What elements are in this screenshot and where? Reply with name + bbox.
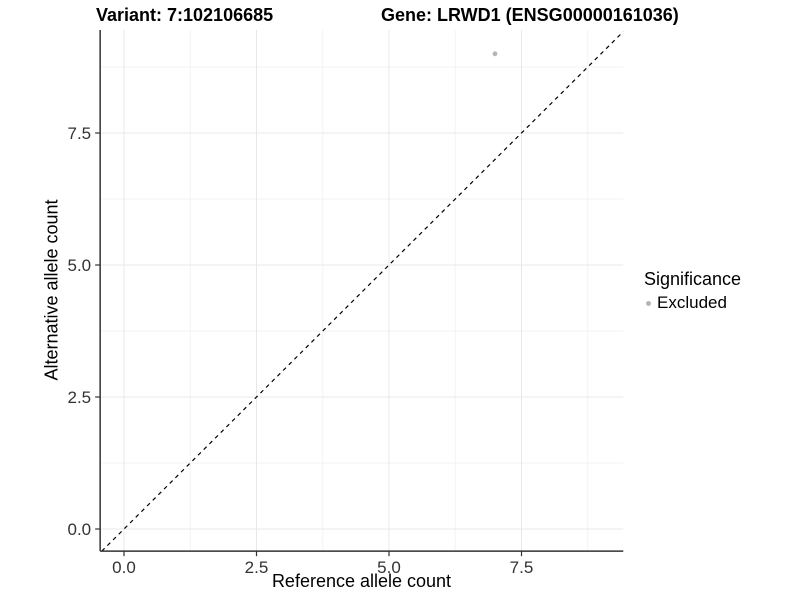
x-axis-title: Reference allele count xyxy=(271,571,452,591)
legend-title: Significance xyxy=(644,269,742,289)
x-tick-label: 2.5 xyxy=(245,558,269,577)
y-tick-label: 5.0 xyxy=(68,256,92,275)
y-tick-label: 2.5 xyxy=(68,388,92,407)
data-point xyxy=(492,51,498,57)
y-tick-label: 7.5 xyxy=(68,124,92,143)
plot-title-gene: Gene: LRWD1 (ENSG00000161036) xyxy=(381,5,679,25)
legend-point-icon xyxy=(646,301,651,306)
legend-item: Excluded xyxy=(644,293,741,313)
y-tick-label: 0.0 xyxy=(68,520,92,539)
plot-title-variant: Variant: 7:102106685 xyxy=(96,5,274,25)
legend-item-label: Excluded xyxy=(657,293,727,312)
x-tick-label: 5.0 xyxy=(377,558,401,577)
x-tick-label: 7.5 xyxy=(510,558,534,577)
identity-line xyxy=(101,31,624,552)
legend: Significance Excluded xyxy=(644,269,741,313)
y-axis-title: Alternative allele count xyxy=(41,199,62,381)
x-tick-label: 0.0 xyxy=(112,558,136,577)
